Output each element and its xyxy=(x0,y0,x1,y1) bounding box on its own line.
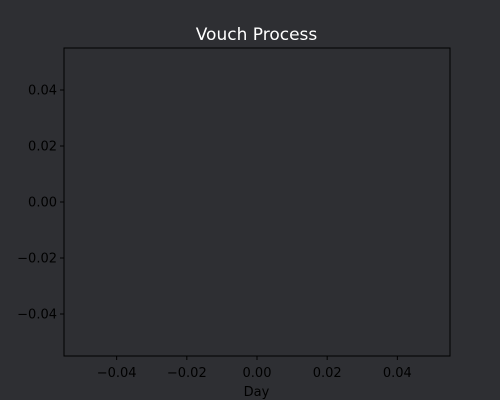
y-tick-label: 0.00 xyxy=(28,196,57,211)
y-tick-label: −0.02 xyxy=(17,252,57,267)
y-tick-label: 0.04 xyxy=(28,84,57,99)
y-tick-label: 0.02 xyxy=(28,140,57,155)
y-tick-label: −0.04 xyxy=(17,308,57,323)
x-tick-label: −0.02 xyxy=(167,366,207,381)
x-axis: −0.04 −0.02 0.00 0.02 0.04 xyxy=(97,356,412,381)
plot-area-frame xyxy=(63,47,451,357)
chart-title: Vouch Process xyxy=(196,25,318,45)
x-tick-label: −0.04 xyxy=(97,366,137,381)
y-axis: 0.04 0.02 0.00 −0.02 −0.04 xyxy=(17,84,64,323)
x-tick-label: 0.00 xyxy=(243,366,272,381)
x-tick-label: 0.04 xyxy=(383,366,412,381)
x-tick-label: 0.02 xyxy=(313,366,342,381)
x-axis-label: Day xyxy=(244,385,270,400)
